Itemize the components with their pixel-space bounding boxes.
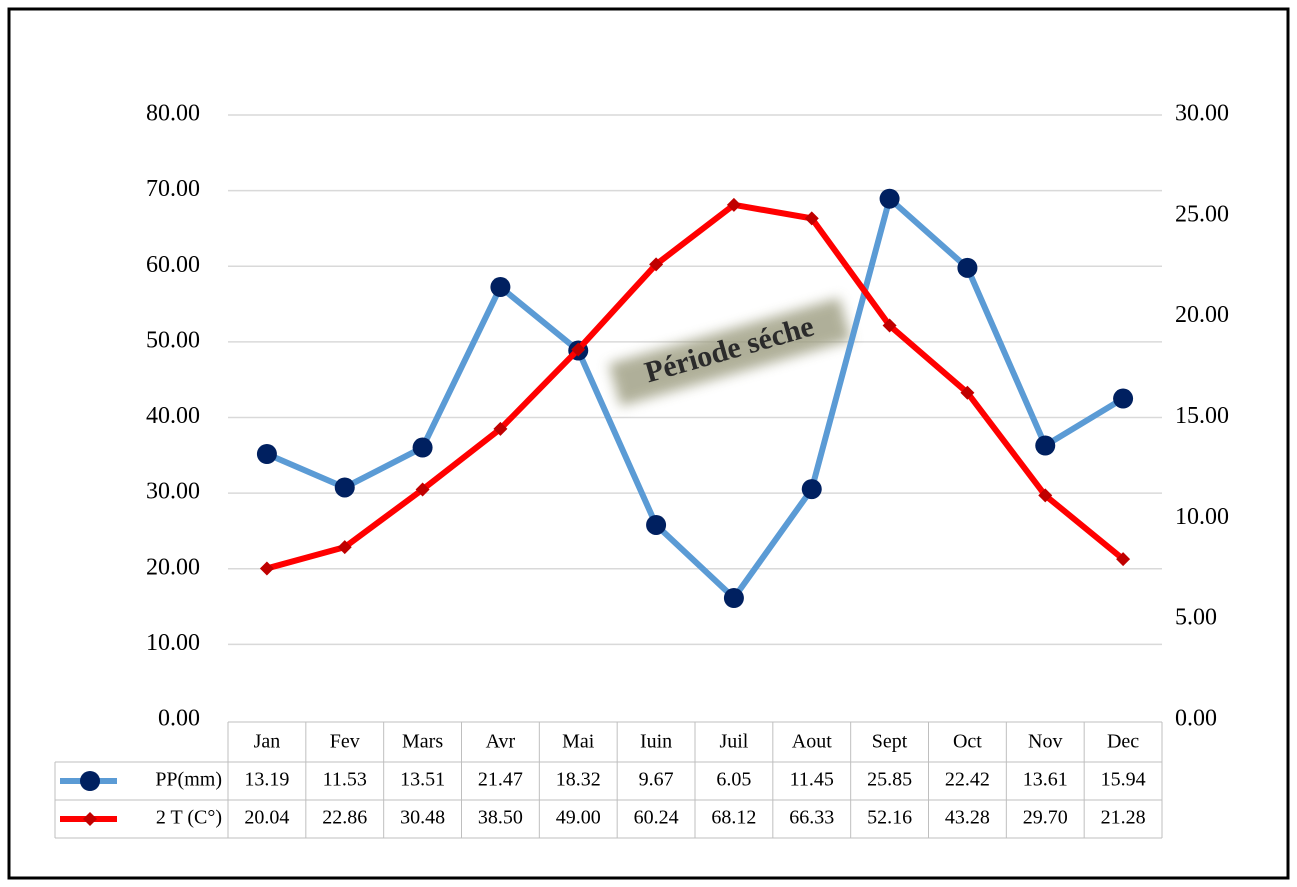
y2-tick-label: 10.00 [1175,504,1229,530]
legend-label: 2 T (C°) [156,807,222,829]
marker [1116,552,1131,567]
marker [801,479,822,500]
annotation-shadow [608,297,852,407]
y2-tick-label: 20.00 [1175,302,1229,328]
marker [649,257,664,272]
marker [804,211,819,226]
table-value: 60.24 [634,807,679,829]
table-value: 25.85 [867,769,912,791]
marker [571,342,586,357]
table-value: 15.94 [1101,769,1146,791]
table-value: 20.04 [244,807,289,829]
y-tick-label: 70.00 [146,176,200,202]
table-value: 29.70 [1023,807,1068,829]
marker [256,444,277,465]
marker [957,257,978,278]
x-tick-label: Sept [872,731,908,753]
marker [334,477,355,498]
y-tick-label: 0.00 [158,706,200,732]
marker [412,437,433,458]
y-tick-label: 50.00 [146,327,200,353]
table-value: 21.28 [1101,807,1146,829]
y-tick-label: 20.00 [146,554,200,580]
y2-tick-label: 15.00 [1175,403,1229,429]
y-tick-label: 60.00 [146,252,200,278]
y-tick-label: 30.00 [146,479,200,505]
legend-marker [80,771,100,791]
table-value: 13.51 [400,769,445,791]
marker [337,540,352,555]
table-value: 22.86 [322,807,367,829]
marker [415,482,430,497]
x-tick-label: Juil [719,731,748,753]
legend-marker [83,812,97,826]
marker [493,421,508,436]
table-value: 66.33 [789,807,834,829]
table-value: 13.19 [244,769,289,791]
table-value: 6.05 [716,769,751,791]
x-tick-label: Dec [1107,731,1139,753]
x-tick-label: Fev [330,731,360,753]
marker [882,318,897,333]
legend-label: PP(mm) [155,769,222,791]
series-line [265,195,1125,601]
marker [879,188,900,209]
x-tick-label: Iuin [640,731,672,753]
table-value: 11.53 [323,769,367,791]
y-tick-label: 40.00 [146,403,200,429]
table-value: 13.61 [1023,769,1068,791]
table-value: 52.16 [867,807,912,829]
table-value: 9.67 [639,769,674,791]
marker [490,277,511,298]
marker [1035,435,1056,456]
table-value: 30.48 [400,807,445,829]
x-tick-label: Mars [402,731,443,753]
table-value: 21.47 [478,769,523,791]
table-value: 38.50 [478,807,523,829]
x-tick-label: Jan [254,731,281,753]
marker [259,561,274,576]
table-value: 11.45 [790,769,834,791]
marker [726,197,741,212]
y2-tick-label: 25.00 [1175,201,1229,227]
frame [7,7,1290,880]
marker [646,514,667,535]
x-tick-label: Aout [792,731,832,753]
table-value: 43.28 [945,807,990,829]
marker [1038,488,1053,503]
y2-tick-label: 5.00 [1175,605,1217,631]
y-tick-label: 80.00 [146,101,200,127]
y2-tick-label: 30.00 [1175,101,1229,127]
series-line [266,201,1125,572]
table-value: 49.00 [556,807,601,829]
x-tick-label: Mai [562,731,595,753]
marker [960,385,975,400]
table-value: 68.12 [711,807,756,829]
y-tick-label: 10.00 [146,630,200,656]
marker [1113,388,1134,409]
table-value: 22.42 [945,769,990,791]
x-tick-label: Avr [486,731,516,753]
marker [723,587,744,608]
x-tick-label: Oct [953,731,982,753]
x-tick-label: Nov [1028,731,1062,753]
table-value: 18.32 [556,769,601,791]
y2-tick-label: 0.00 [1175,706,1217,732]
